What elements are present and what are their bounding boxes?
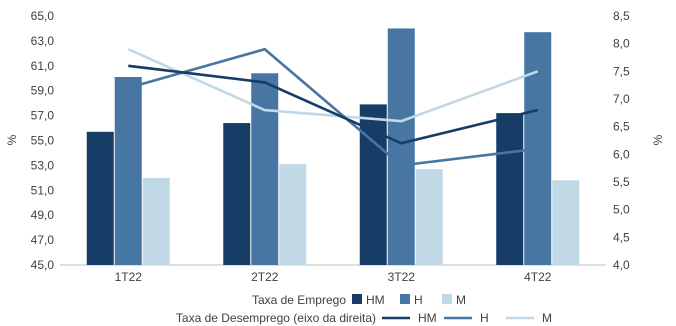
right-tick-label: 8,0 xyxy=(613,37,630,51)
left-axis-title: % xyxy=(5,134,19,145)
line-h xyxy=(127,47,538,167)
category-label: 2T22 xyxy=(251,270,279,284)
legend-label-line-h: H xyxy=(480,311,489,325)
right-tick-label: 4,5 xyxy=(613,230,630,244)
left-tick-label: 65,0 xyxy=(31,9,55,23)
right-tick-label: 7,5 xyxy=(613,64,630,78)
legend-label-bar-h: H xyxy=(414,293,423,307)
category-label: 3T22 xyxy=(388,270,416,284)
bar-hm-3t22 xyxy=(359,104,387,266)
bars xyxy=(86,28,580,266)
category-label: 4T22 xyxy=(524,270,552,284)
legend: Taxa de Emprego Taxa de Desemprego (eixo… xyxy=(176,293,552,325)
right-tick-label: 5,0 xyxy=(613,203,630,217)
legend-line-group-label: Taxa de Desemprego (eixo da direita) xyxy=(176,311,376,325)
bar-h-4t22 xyxy=(524,32,552,266)
left-tick-label: 63,0 xyxy=(31,34,55,48)
line-m xyxy=(127,48,539,123)
left-tick-label: 47,0 xyxy=(31,233,55,247)
bar-hm-1t22 xyxy=(86,131,114,265)
left-tick-label: 49,0 xyxy=(31,208,55,222)
left-tick-label: 61,0 xyxy=(31,59,55,73)
legend-swatch-bar-hm xyxy=(352,294,362,304)
bar-hm-2t22 xyxy=(223,123,251,265)
left-tick-label: 59,0 xyxy=(31,84,55,98)
bar-h-1t22 xyxy=(114,77,142,265)
bar-m-2t22 xyxy=(279,164,307,265)
left-tick-label: 55,0 xyxy=(31,134,55,148)
left-tick-label: 51,0 xyxy=(31,183,55,197)
bar-h-3t22 xyxy=(387,28,415,266)
bar-m-3t22 xyxy=(415,169,443,265)
legend-bar-group-label: Taxa de Emprego xyxy=(252,293,346,307)
category-labels: 1T22 2T22 3T22 4T22 xyxy=(115,270,552,284)
bar-m-1t22 xyxy=(142,177,170,265)
legend-label-line-hm: HM xyxy=(418,311,437,325)
right-tick-label: 8,5 xyxy=(613,9,630,23)
right-tick-label: 6,0 xyxy=(613,147,630,161)
legend-swatch-bar-m xyxy=(442,294,452,304)
left-tick-label: 53,0 xyxy=(31,158,55,172)
legend-label-bar-hm: HM xyxy=(366,293,385,307)
right-axis-ticks: 4,0 4,5 5,0 5,5 6,0 6,5 7,0 7,5 8,0 8,5 xyxy=(613,9,630,272)
lines xyxy=(127,47,539,167)
legend-label-bar-m: M xyxy=(456,293,466,307)
left-tick-label: 45,0 xyxy=(31,258,55,272)
bar-m-4t22 xyxy=(552,180,580,265)
bar-h-2t22 xyxy=(251,73,279,266)
right-tick-label: 4,0 xyxy=(613,258,630,272)
right-tick-label: 7,0 xyxy=(613,92,630,106)
category-label: 1T22 xyxy=(115,270,143,284)
left-tick-label: 57,0 xyxy=(31,109,55,123)
legend-label-line-m: M xyxy=(542,311,552,325)
right-tick-label: 6,5 xyxy=(613,120,630,134)
legend-swatch-bar-h xyxy=(400,294,410,304)
bar-hm-4t22 xyxy=(496,113,524,265)
line-hm xyxy=(128,64,539,145)
left-axis-ticks: 45,0 47,0 49,0 51,0 53,0 55,0 57,0 59,0 61,0 63,0… xyxy=(31,9,55,272)
right-axis-title: % xyxy=(651,134,665,145)
right-tick-label: 5,5 xyxy=(613,175,630,189)
